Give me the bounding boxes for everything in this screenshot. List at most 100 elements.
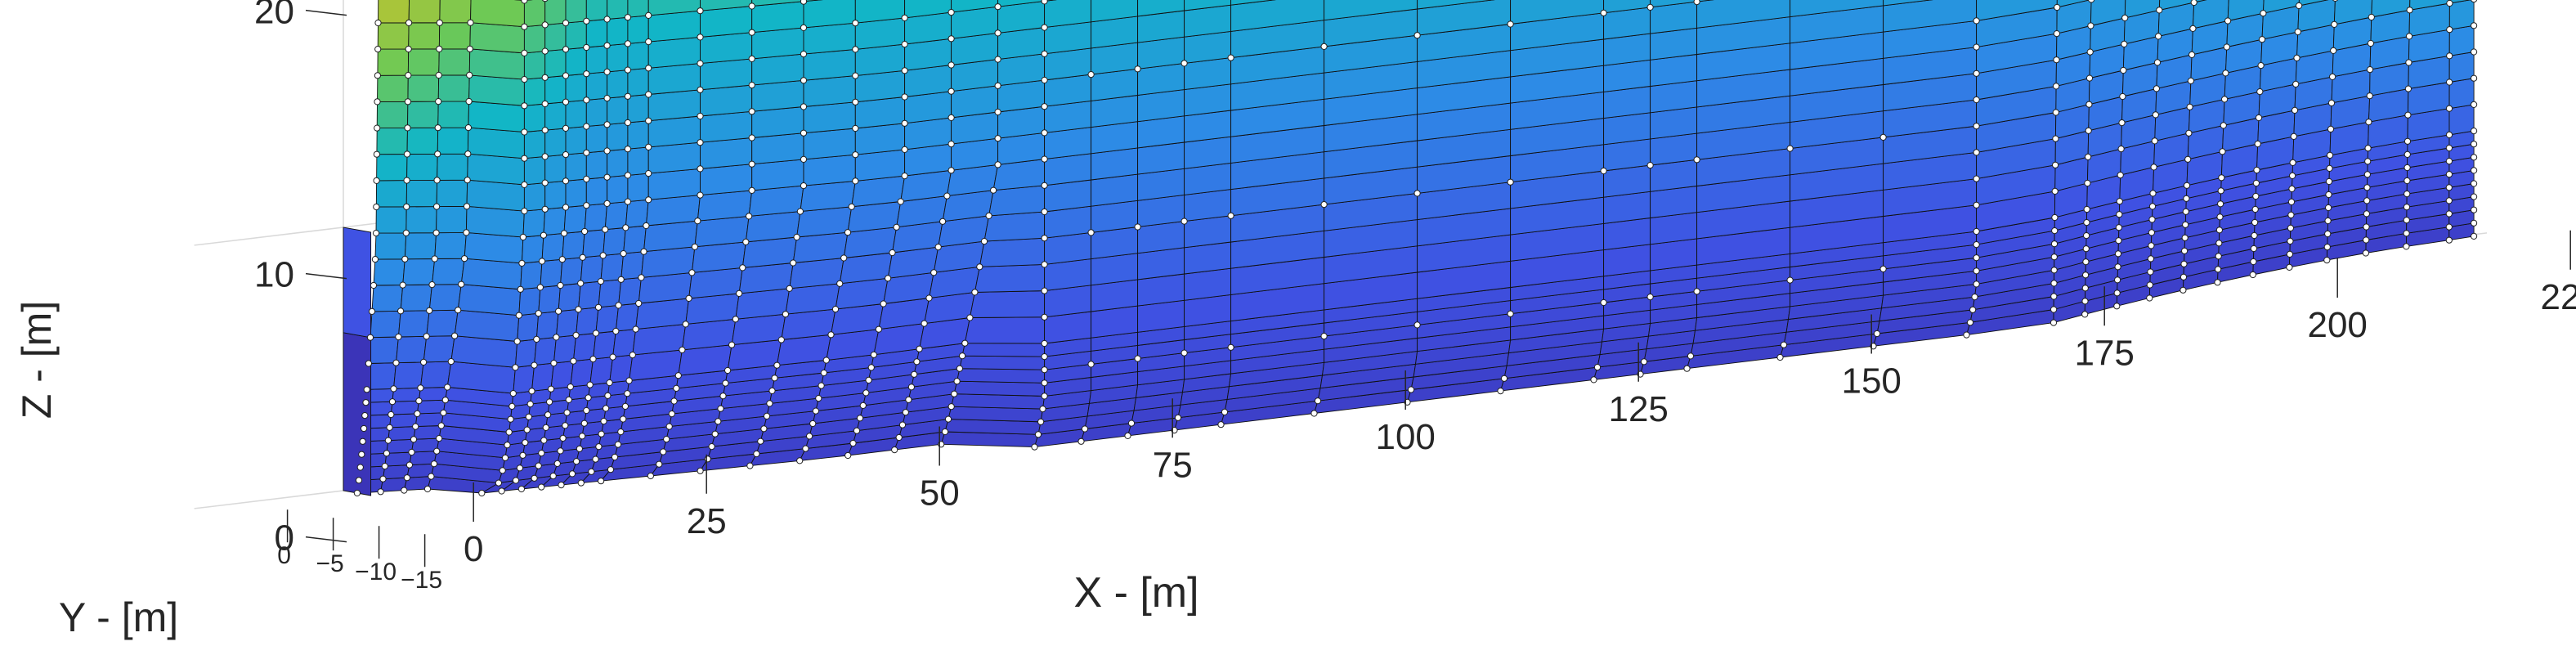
station-marker <box>625 377 633 384</box>
station-marker <box>859 402 867 409</box>
station-marker <box>572 331 580 339</box>
station-marker <box>362 399 370 406</box>
station-marker <box>2146 281 2153 289</box>
station-marker <box>356 464 364 471</box>
surface-patch <box>1696 0 1714 2</box>
surface-patch <box>647 0 701 16</box>
station-marker <box>374 124 381 132</box>
station-marker <box>467 19 474 26</box>
station-marker <box>2051 213 2059 222</box>
station-marker <box>434 150 441 158</box>
station-marker <box>694 218 701 225</box>
station-marker <box>2155 33 2162 40</box>
station-marker <box>739 264 746 271</box>
station-marker <box>2291 106 2299 114</box>
station-marker <box>852 20 859 27</box>
station-marker <box>2404 150 2411 158</box>
station-marker <box>763 412 771 419</box>
surface-patch <box>607 148 629 178</box>
station-marker <box>852 98 859 105</box>
surface-patch <box>523 182 546 212</box>
station-marker <box>2050 253 2058 261</box>
station-marker <box>800 0 808 5</box>
station-marker <box>916 345 923 352</box>
station-marker <box>617 276 625 283</box>
station-marker <box>2471 167 2478 174</box>
z-tick-label: 0 <box>275 518 294 559</box>
station-marker <box>1320 201 1328 209</box>
station-marker <box>597 278 605 285</box>
station-marker <box>2325 204 2332 212</box>
surface-patch <box>627 146 649 176</box>
station-marker <box>800 129 808 137</box>
station-marker <box>2445 158 2453 165</box>
station-marker <box>1693 0 1700 6</box>
station-marker <box>809 419 817 428</box>
surface-patch <box>1091 0 1139 23</box>
station-marker <box>895 433 903 442</box>
surface-patch <box>585 177 608 206</box>
station-marker <box>1683 365 1691 372</box>
station-marker <box>2363 197 2371 204</box>
surface-patch <box>700 0 753 11</box>
station-marker <box>645 143 652 150</box>
station-marker <box>673 384 680 392</box>
surface-patch <box>1137 0 1185 17</box>
surface-patch <box>607 96 629 125</box>
station-marker <box>901 14 908 21</box>
surface-patch <box>407 101 439 128</box>
station-marker <box>2053 30 2060 38</box>
station-marker <box>2052 135 2059 142</box>
station-marker <box>2286 250 2293 258</box>
station-marker <box>724 366 732 375</box>
station-marker <box>2446 0 2453 7</box>
station-marker <box>426 307 433 314</box>
station-marker <box>521 0 528 4</box>
station-marker <box>1693 288 1700 295</box>
station-marker <box>943 192 951 200</box>
surface-patch <box>376 101 409 129</box>
station-marker <box>1041 182 1048 189</box>
station-marker <box>1081 425 1089 433</box>
station-marker <box>562 177 570 185</box>
station-marker <box>2182 208 2189 215</box>
x-axis-label: X - [m] <box>1073 569 1198 617</box>
station-marker <box>2050 267 2058 274</box>
station-marker <box>2471 0 2478 3</box>
station-marker <box>941 428 949 436</box>
station-marker <box>1041 235 1048 242</box>
station-marker <box>513 338 521 345</box>
surface-patch <box>371 285 404 312</box>
station-marker <box>1687 352 1695 360</box>
surface-patch <box>997 0 1046 7</box>
station-marker <box>433 447 441 455</box>
station-marker <box>1180 60 1188 67</box>
station-marker <box>748 134 755 141</box>
station-marker <box>562 422 569 429</box>
station-marker <box>1971 294 1978 301</box>
station-marker <box>2115 224 2122 231</box>
station-marker <box>602 226 609 233</box>
surface-patch <box>544 22 567 52</box>
station-marker <box>994 108 1001 116</box>
station-marker <box>697 86 704 93</box>
station-marker <box>697 139 704 146</box>
surface-patch <box>2298 0 2329 7</box>
station-marker <box>2363 223 2370 231</box>
station-marker <box>403 150 411 158</box>
station-marker <box>585 394 592 402</box>
station-marker <box>682 321 689 328</box>
station-marker <box>948 9 955 16</box>
station-marker <box>2085 153 2092 160</box>
surface-patch <box>1184 0 1232 11</box>
station-marker <box>660 448 667 455</box>
station-marker <box>1973 70 1980 77</box>
station-marker <box>849 439 857 447</box>
station-marker <box>2296 2 2303 10</box>
station-marker <box>536 284 544 291</box>
station-marker <box>2286 263 2293 271</box>
station-marker <box>2050 319 2058 326</box>
station-marker <box>994 135 1001 142</box>
station-marker <box>374 19 382 27</box>
station-marker <box>889 249 896 257</box>
